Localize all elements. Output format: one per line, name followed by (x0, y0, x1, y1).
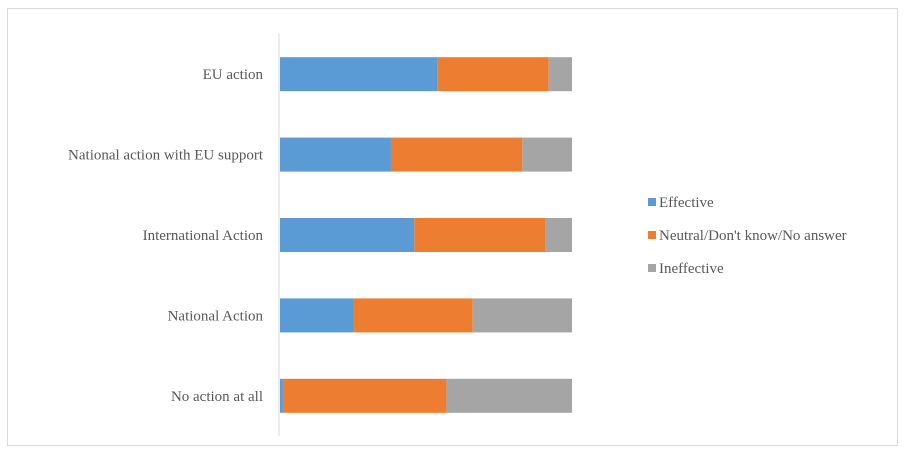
category-label: International Action (143, 228, 264, 244)
bar-segment (414, 218, 546, 252)
bar-segment (548, 57, 572, 92)
bar-segment (353, 298, 473, 333)
bar-segment (280, 137, 391, 172)
category-label: EU action (203, 67, 264, 83)
bar-segment (472, 298, 572, 333)
bar-segment (446, 378, 572, 413)
legend-swatch (648, 231, 656, 239)
bar-segment (280, 218, 415, 252)
bar-segment (280, 298, 353, 333)
legend: Effective Neutral/Don't know/No answer Ine… (648, 195, 847, 277)
category-label: No action at all (171, 389, 263, 405)
legend-swatch (648, 264, 656, 272)
bars-group (280, 57, 572, 413)
category-labels: EU action National action with EU support… (68, 67, 264, 405)
bar-segment (280, 378, 283, 413)
legend-label: Effective (659, 195, 714, 211)
legend-label: Neutral/Don't know/No answer (659, 228, 847, 244)
bar-segment (437, 57, 549, 92)
category-label: National action with EU support (68, 148, 264, 164)
bar-segment (522, 137, 572, 172)
bar-segment (545, 218, 572, 252)
category-label: National Action (168, 308, 264, 324)
bar-segment (390, 137, 523, 172)
legend-label: Ineffective (659, 261, 724, 277)
bar-segment (280, 57, 438, 92)
bar-segment (282, 378, 447, 413)
legend-swatch (648, 198, 656, 206)
